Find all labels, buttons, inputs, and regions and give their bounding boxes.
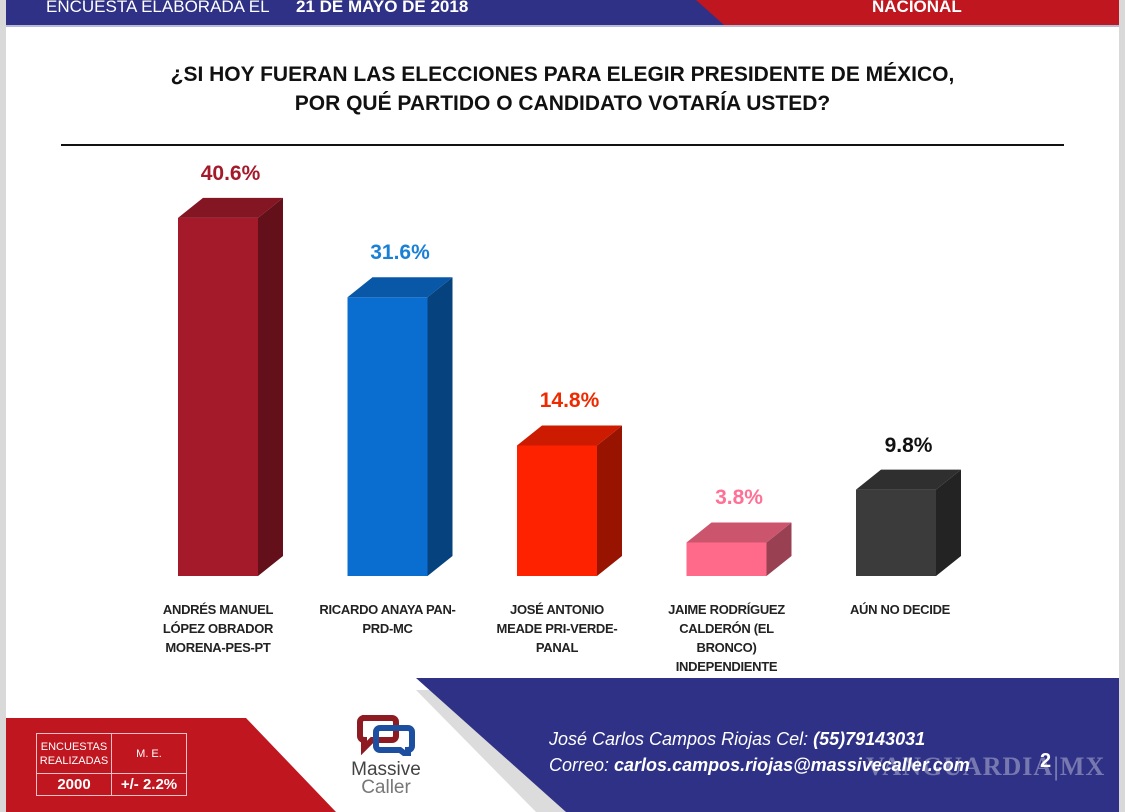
category-label: ANDRÉS MANUEL LÓPEZ OBRADOR MORENA-PES-P… xyxy=(162,602,274,655)
category-label: RICARDO ANAYA PAN-PRD-MC xyxy=(319,602,456,636)
watermark: VANGUARDIA|MX xyxy=(866,752,1106,781)
bar-chart xyxy=(178,197,961,576)
chart-title: ¿SI HOY FUERAN LAS ELECCIONES PARA ELEGI… xyxy=(6,60,1119,118)
survey-label: ENCUESTA ELABORADA EL xyxy=(46,0,270,16)
header-red-band xyxy=(696,0,1119,25)
speech-bubbles-icon xyxy=(357,715,415,762)
bar-top-4 xyxy=(856,469,961,490)
scope-label: NACIONAL xyxy=(872,0,962,16)
slide: ENCUESTA ELABORADA EL 21 DE MAYO DE 2018… xyxy=(6,0,1119,812)
category-label: AÚN NO DECIDE xyxy=(849,602,951,617)
contact-phone: (55)79143031 xyxy=(813,729,926,749)
margin-error-value: +/- 2.2% xyxy=(111,773,187,796)
logo-line-1: Massive xyxy=(351,759,421,780)
surveys-header: ENCUESTAS REALIZADAS xyxy=(36,733,112,774)
value-label: 3.8% xyxy=(715,486,763,510)
bar-side-1 xyxy=(427,277,453,576)
contact-info: José Carlos Campos Riojas Cel: (55)79143… xyxy=(549,726,970,778)
bar-front-4 xyxy=(856,489,936,576)
surveys-value: 2000 xyxy=(36,773,112,796)
logo-line-2: Caller xyxy=(361,777,411,798)
email-label: Correo: xyxy=(549,755,615,775)
category-label: JAIME RODRÍGUEZ CALDERÓN (EL BRONCO) IND… xyxy=(668,602,785,674)
margin-error-header: M. E. xyxy=(111,733,187,774)
bar-top-1 xyxy=(347,277,453,298)
title-rule xyxy=(61,144,1064,146)
bar-front-3 xyxy=(686,542,767,576)
bar-side-3 xyxy=(766,522,792,576)
value-label: 9.8% xyxy=(884,433,933,457)
bar-front-0 xyxy=(178,217,258,576)
massive-caller-logo: Massive Caller xyxy=(346,712,426,797)
bar-side-4 xyxy=(936,469,961,576)
page-number: 2 xyxy=(1040,750,1052,772)
value-label: 14.8% xyxy=(539,389,600,413)
contact-name: José Carlos Campos Riojas Cel: xyxy=(549,729,814,749)
survey-date: 21 DE MAYO DE 2018 xyxy=(296,0,469,16)
title-line-1: ¿SI HOY FUERAN LAS ELECCIONES PARA ELEGI… xyxy=(170,63,955,86)
bar-top-2 xyxy=(517,425,622,446)
stats-table: ENCUESTAS REALIZADAS M. E. 2000 +/- 2.2% xyxy=(36,733,187,796)
bar-front-2 xyxy=(517,445,597,576)
title-line-2: POR QUÉ PARTIDO O CANDIDATO VOTARÍA USTE… xyxy=(294,92,831,115)
header-divider xyxy=(6,25,1119,27)
bar-top-3 xyxy=(686,522,792,543)
category-label: JOSÉ ANTONIO MEADE PRI-VERDE-PANAL xyxy=(496,602,618,655)
value-label: 31.6% xyxy=(370,241,430,265)
contact-email: carlos.campos.riojas@massivecaller.com xyxy=(614,755,970,775)
bar-front-1 xyxy=(347,297,428,576)
value-label: 40.6% xyxy=(200,161,261,185)
bar-side-2 xyxy=(597,425,622,576)
bar-side-0 xyxy=(258,197,283,576)
bar-top-0 xyxy=(178,197,283,218)
